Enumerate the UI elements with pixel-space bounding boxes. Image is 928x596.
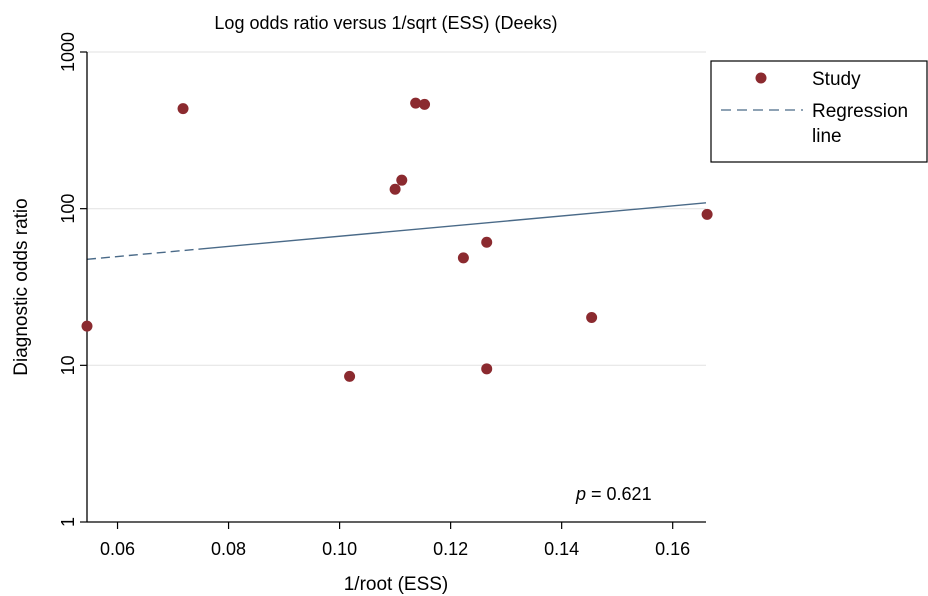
y-ticks: 1 10 100 1000 <box>58 32 87 527</box>
legend-regression-label-2: line <box>812 126 842 147</box>
study-point <box>177 103 189 115</box>
study-point <box>481 236 493 248</box>
y-tick-label: 10 <box>58 355 78 375</box>
p-value-text: = 0.621 <box>586 484 652 504</box>
p-symbol: p <box>575 484 586 504</box>
y-tick-label: 1000 <box>58 32 78 72</box>
p-value-annotation: p = 0.621 <box>575 484 652 504</box>
y-tick-label: 1 <box>58 517 78 527</box>
study-point <box>701 208 713 220</box>
x-tick-label: 0.16 <box>655 539 690 559</box>
regression-line-solid <box>198 202 707 250</box>
chart-title: Log odds ratio versus 1/sqrt (ESS) (Deek… <box>214 13 557 33</box>
study-point <box>457 252 469 264</box>
study-point <box>586 311 598 323</box>
legend-box <box>710 60 928 163</box>
y-tick-label: 100 <box>58 194 78 224</box>
legend-study-marker <box>755 72 767 84</box>
legend-regression-label: Regression <box>812 101 908 122</box>
legend-study-label: Study <box>812 69 861 90</box>
study-point <box>481 363 493 375</box>
y-axis-label: Diagnostic odds ratio <box>11 198 32 375</box>
study-point <box>344 370 356 382</box>
grid <box>87 51 706 366</box>
regression-line <box>86 202 707 261</box>
x-tick-label: 0.12 <box>433 539 468 559</box>
study-points <box>81 97 713 382</box>
study-point <box>81 320 93 332</box>
study-point <box>419 98 431 110</box>
x-axis-label: 1/root (ESS) <box>344 574 449 595</box>
x-tick-label: 0.14 <box>544 539 579 559</box>
study-point <box>396 174 408 186</box>
x-tick-label: 0.08 <box>211 539 246 559</box>
study-point <box>389 183 401 195</box>
study-point <box>410 97 422 109</box>
x-tick-label: 0.06 <box>100 539 135 559</box>
legend: Study Regression line <box>710 60 928 163</box>
x-ticks: 0.06 0.08 0.10 0.12 0.14 0.16 <box>100 522 690 559</box>
regression-line-dashed <box>86 248 199 261</box>
x-tick-label: 0.10 <box>322 539 357 559</box>
